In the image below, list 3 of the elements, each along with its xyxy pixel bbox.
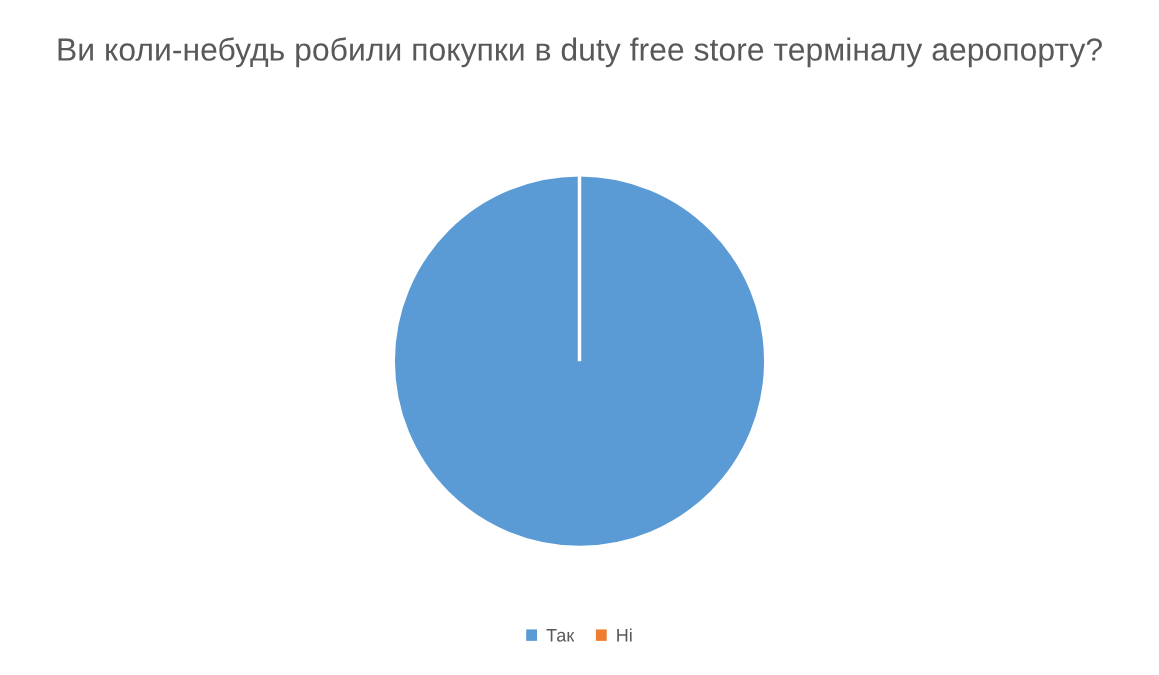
- chart-title: Ви коли-небудь робили покупки в duty free store терміналу аеропорту?: [58, 37, 1102, 68]
- legend-label: Ні: [617, 628, 632, 642]
- legend-label: Так: [546, 629, 575, 642]
